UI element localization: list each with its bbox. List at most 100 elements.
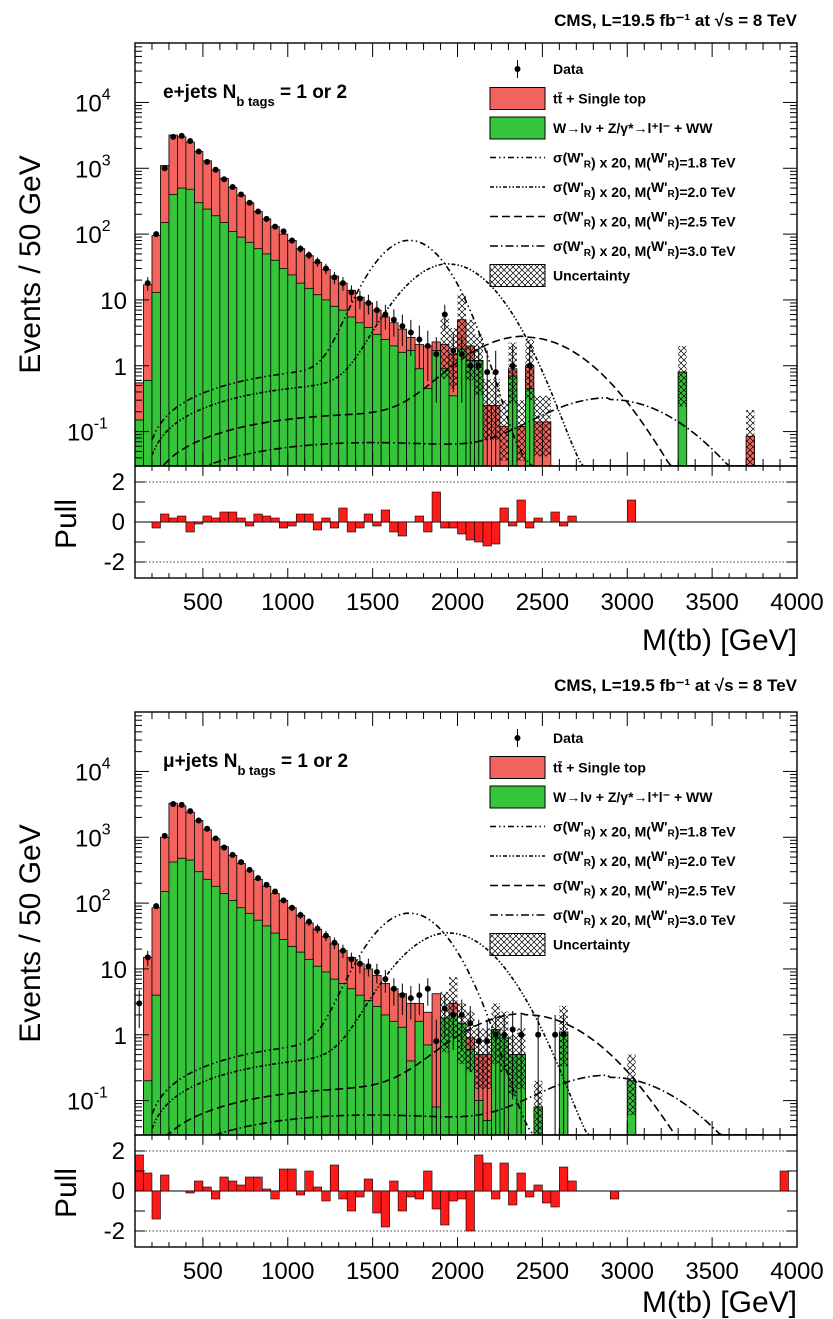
legend-item: tt̄ + Single top	[489, 756, 646, 779]
pull-bar	[270, 1190, 280, 1200]
pull-bar	[211, 1190, 221, 1200]
pull-bar	[423, 1170, 433, 1192]
pull-bar	[499, 1162, 509, 1192]
ewk-bar	[329, 305, 340, 466]
pull-bar	[304, 513, 314, 523]
pull-bar	[448, 521, 458, 529]
legend-item: σ(W'R) x 20, M(W'R)=1.8 TeV	[490, 819, 736, 840]
ewk-bar	[304, 287, 314, 466]
pull-bar	[440, 1190, 450, 1226]
data-point	[373, 968, 380, 975]
ewk-bar	[312, 965, 323, 1135]
ewk-bar	[160, 891, 170, 1135]
x-tick-label: 500	[183, 589, 223, 616]
legend-label: Uncertainty	[553, 268, 630, 284]
pull-bar	[363, 513, 373, 523]
data-point	[535, 1031, 542, 1038]
data-point	[365, 299, 372, 306]
legend-label: Data	[553, 730, 584, 746]
pull-bar	[143, 1172, 153, 1192]
ewk-bar	[261, 925, 272, 1135]
legend-top-swatch	[489, 756, 546, 779]
data-point	[170, 801, 177, 808]
y-tick-label: 10-1	[67, 1085, 108, 1116]
ewk-bar	[194, 202, 204, 466]
pull-bar	[355, 521, 365, 529]
ewk-bar	[219, 893, 229, 1135]
x-tick-label: 2500	[516, 589, 569, 616]
ewk-bar	[397, 351, 407, 466]
legend-top-swatch	[489, 87, 546, 110]
data-point	[407, 995, 414, 1002]
chart-header: CMS, L=19.5 fb⁻¹ at √s = 8 TeV	[554, 11, 798, 30]
pull-bar	[262, 1188, 272, 1192]
ewk-bar	[414, 368, 424, 466]
data-point	[263, 881, 270, 888]
legend-uncertainty-swatch	[489, 264, 546, 287]
legend-label: σ(W'R) x 20, M(W'R)=1.8 TeV	[553, 150, 736, 171]
data-point	[399, 323, 406, 330]
data-point	[441, 1005, 448, 1012]
data-point	[314, 258, 321, 265]
ewk-bar	[210, 885, 221, 1135]
ewk-bar	[406, 1060, 416, 1135]
ewk-bar	[135, 419, 144, 466]
y-tick-label: 104	[75, 86, 111, 117]
data-point	[280, 897, 287, 904]
pull-bar	[431, 491, 441, 523]
data-point	[365, 963, 372, 970]
ewk-bar	[168, 861, 178, 1135]
x-tick-label: 500	[183, 1258, 223, 1285]
legend-label: Uncertainty	[553, 937, 630, 953]
data-point	[187, 808, 194, 815]
data-point	[390, 985, 397, 992]
data-point	[467, 1020, 474, 1027]
pull-bar	[542, 1190, 552, 1204]
pull-bar	[363, 1178, 373, 1192]
pull-bar	[448, 1190, 458, 1202]
pull-bar	[270, 517, 280, 523]
channel-label: e+jets Nb tags = 1 or 2	[163, 82, 347, 109]
legend-item: Uncertainty	[489, 933, 630, 956]
data-point	[178, 132, 185, 139]
data-point	[204, 825, 211, 832]
uncertainty-band	[533, 395, 543, 457]
data-point	[204, 158, 211, 165]
pull-bar	[465, 521, 475, 541]
ewk-bar	[210, 215, 221, 466]
pull-bar	[134, 1154, 144, 1192]
pull-bar	[262, 515, 272, 523]
x-axis-label: M(tb) [GeV]	[642, 1286, 797, 1319]
data-point	[229, 183, 236, 190]
data-point	[195, 148, 202, 155]
data-point	[433, 1038, 440, 1045]
data-point	[331, 939, 338, 946]
x-tick-label: 3500	[685, 589, 738, 616]
pull-bar	[228, 1180, 238, 1192]
ewk-bar	[236, 236, 246, 466]
legend-ewk-swatch	[489, 116, 546, 140]
ewk-bar	[270, 259, 280, 466]
ewk-bar	[177, 857, 187, 1135]
ewk-bar	[202, 878, 212, 1135]
pull-bar	[346, 1190, 356, 1212]
pull-bar	[779, 1170, 789, 1192]
pull-bar	[321, 517, 331, 523]
data-point	[255, 875, 262, 882]
y-tick-label: 103	[75, 152, 111, 183]
pull-tick-label: 2	[112, 1138, 125, 1165]
legend-item: σ(W'R) x 20, M(W'R)=2.5 TeV	[490, 209, 736, 230]
pull-bar	[559, 521, 569, 527]
y-tick-label: 102	[75, 218, 111, 249]
pull-bar	[491, 1190, 501, 1200]
legend-label: Data	[553, 61, 584, 77]
pull-bar	[338, 1190, 348, 1200]
ewk-bar	[253, 248, 263, 466]
ewk-bar	[185, 188, 195, 466]
legend-label: W→lν + Z/γ*→l⁺l⁻ + WW	[553, 120, 713, 136]
legend-label: σ(W'R) x 20, M(W'R)=3.0 TeV	[553, 238, 736, 259]
pull-bar	[304, 1170, 314, 1192]
data-point	[450, 347, 457, 354]
chart-panel-1: CMS, L=19.5 fb⁻¹ at √s = 8 TeV 10-1 1 10 102…	[14, 11, 824, 657]
data-point	[178, 801, 185, 808]
